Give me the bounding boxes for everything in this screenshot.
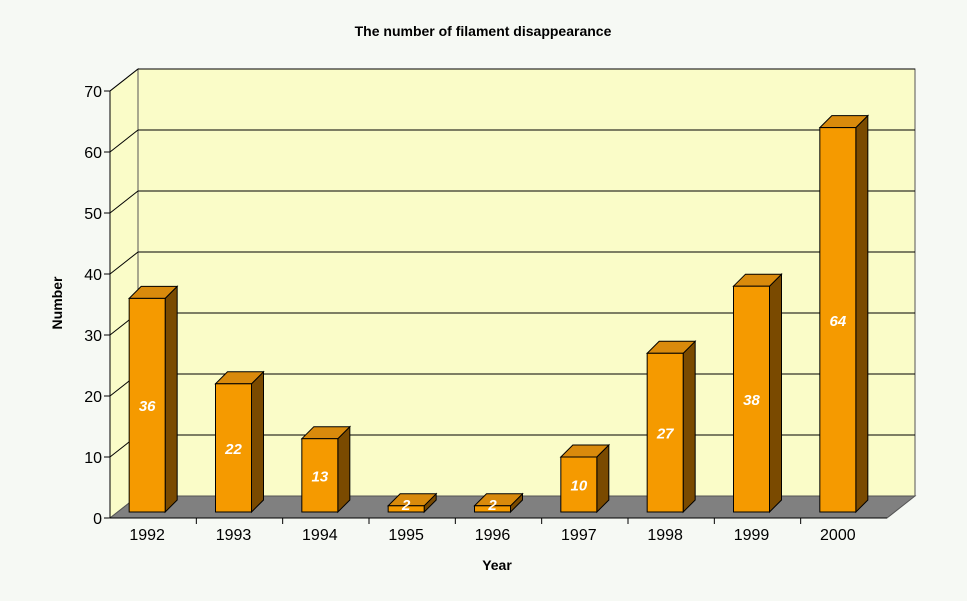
x-tick-label: 1999 xyxy=(734,527,770,544)
plot-area: 0 10 20 30 40 50 60 70 36 1992 22 1993 13 1994 2 1995 2 1… xyxy=(84,67,917,544)
gridline-diagonal xyxy=(109,129,139,153)
data-label: 27 xyxy=(656,426,674,443)
bar-side xyxy=(682,340,696,514)
y-tick-label: 50 xyxy=(84,206,102,223)
bar xyxy=(646,352,684,513)
bar-side xyxy=(164,285,178,514)
bar xyxy=(128,297,166,513)
chart-title: The number of filament disappearance xyxy=(355,23,612,39)
y-tick-label: 20 xyxy=(84,389,102,406)
bar-side xyxy=(855,114,869,514)
x-tick-label: 2000 xyxy=(820,527,856,544)
data-label: 10 xyxy=(570,478,587,495)
bar xyxy=(474,505,511,513)
gridline-diagonal xyxy=(109,190,139,214)
data-label: 2 xyxy=(401,497,411,514)
y-tick-label: 10 xyxy=(84,450,102,467)
data-label: 64 xyxy=(829,313,846,330)
x-tick-label: 1994 xyxy=(302,527,338,544)
y-axis-title: Number xyxy=(49,276,65,329)
x-tick-label: 1998 xyxy=(647,527,683,544)
x-tick-label: 1997 xyxy=(561,527,597,544)
bar-side xyxy=(251,370,264,514)
data-label: 36 xyxy=(139,398,156,415)
data-label: 13 xyxy=(311,468,328,485)
gridline-diagonal xyxy=(109,251,139,275)
x-tick-label: 1992 xyxy=(129,527,165,544)
x-axis-title: Year xyxy=(482,557,512,573)
y-tick-label: 0 xyxy=(93,511,102,528)
bar xyxy=(387,505,425,513)
data-label: 38 xyxy=(743,392,760,409)
data-label: 22 xyxy=(224,441,242,458)
y-tick-label: 60 xyxy=(84,145,102,162)
bar xyxy=(560,456,598,513)
bar xyxy=(733,285,770,513)
x-tick-label: 1996 xyxy=(475,527,511,544)
y-tick-label: 40 xyxy=(84,267,102,284)
bar xyxy=(215,383,252,513)
bar xyxy=(819,127,857,513)
bar-side xyxy=(769,272,782,514)
x-tick-label: 1995 xyxy=(388,527,424,544)
gridline-diagonal xyxy=(109,68,139,92)
x-tick-label: 1993 xyxy=(216,527,252,544)
y-tick-label: 70 xyxy=(84,84,102,101)
bar xyxy=(301,438,339,513)
y-tick-label: 30 xyxy=(84,328,102,345)
bar-side xyxy=(337,425,351,514)
data-label: 2 xyxy=(487,497,497,514)
